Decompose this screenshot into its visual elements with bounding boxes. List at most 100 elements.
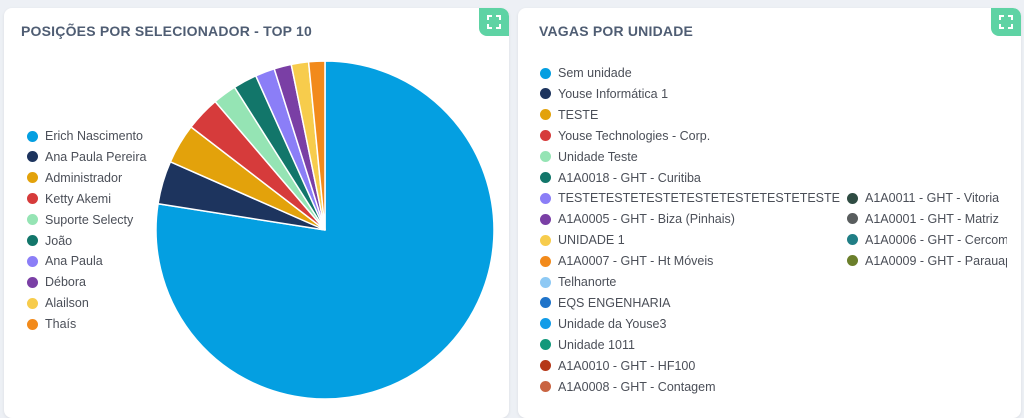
legend-marker <box>27 193 38 205</box>
legend-item-a1a0005-ght-biza-pinhais[interactable]: A1A0005 - GHT - Biza (Pinhais) <box>540 211 735 227</box>
legend-item-sem-unidade[interactable]: Sem unidade <box>540 65 632 81</box>
legend-marker <box>27 255 38 267</box>
legend-label: Unidade da Youse3 <box>558 316 667 331</box>
legend-label: Erich Nascimento <box>45 129 143 143</box>
legend-label: Unidade Teste <box>558 149 638 164</box>
legend-label: João <box>45 233 73 248</box>
legend-marker <box>540 297 551 309</box>
legend-label: Youse Informática 1 <box>558 86 669 101</box>
legend-label: Débora <box>45 275 86 290</box>
legend-marker <box>847 234 858 246</box>
legend-item-administrador[interactable]: Administrador <box>27 170 122 186</box>
legend-item-a1a0006-ght-cercom[interactable]: A1A0006 - GHT - Cercom <box>847 232 1007 248</box>
legend-item-a1a0018-ght-curitiba[interactable]: A1A0018 - GHT - Curitiba <box>540 170 701 186</box>
legend-label: A1A0009 - GHT - Parauapebas <box>865 253 1007 268</box>
legend-marker <box>540 151 551 163</box>
legend-item-youse-technologies-corp[interactable]: Youse Technologies - Corp. <box>540 128 710 144</box>
vacancies-chart-title: VAGAS POR UNIDADE <box>539 23 694 39</box>
legend-marker <box>27 130 38 142</box>
legend-label: A1A0001 - GHT - Matriz <box>865 211 999 226</box>
legend-marker <box>540 192 551 204</box>
positions-chart-title: POSIÇÕES POR SELECIONADOR - TOP 10 <box>21 23 313 39</box>
legend-item-a1a0008-ght-contagem[interactable]: A1A0008 - GHT - Contagem <box>540 379 715 395</box>
expand-vacancies-chart-button[interactable] <box>991 8 1021 36</box>
legend-label: UNIDADE 1 <box>558 233 625 248</box>
legend-marker <box>540 130 551 142</box>
legend-label: Ana Paula Pereira <box>45 149 147 164</box>
legend-marker <box>540 255 551 267</box>
legend-item-suporte-selecty[interactable]: Suporte Selecty <box>27 212 133 228</box>
positions-by-recruiter-card: POSIÇÕES POR SELECIONADOR - TOP 10 Erich… <box>4 8 509 418</box>
expand-icon <box>999 15 1013 29</box>
legend-marker <box>540 67 551 79</box>
legend-label: A1A0018 - GHT - Curitiba <box>558 170 701 185</box>
legend-label: A1A0005 - GHT - Biza (Pinhais) <box>558 212 735 227</box>
vacancies-by-unit-card: VAGAS POR UNIDADE Sem unidade Youse Infor… <box>518 8 1021 418</box>
legend-label: Ketty Akemi <box>45 191 111 206</box>
legend-label: A1A0007 - GHT - Ht Móveis <box>558 254 714 269</box>
legend-label: Thaís <box>45 317 77 332</box>
legend-label: A1A0006 - GHT - Cercom <box>865 232 1007 247</box>
expand-icon <box>487 15 501 29</box>
legend-marker <box>540 360 551 372</box>
legend-item-a1a0011-ght-vitoria[interactable]: A1A0011 - GHT - Vitoria <box>847 190 999 206</box>
legend-marker <box>847 192 858 204</box>
legend-item-testetestetestetestetestetesteteste[interactable]: TESTETESTETESTETESTETESTETESTETESTE <box>540 190 840 206</box>
legend-item-unidade-1[interactable]: UNIDADE 1 <box>540 232 625 248</box>
legend-label: Sem unidade <box>558 66 632 80</box>
legend-label: TESTETESTETESTETESTETESTETESTETESTE <box>558 191 840 206</box>
legend-marker <box>540 234 551 246</box>
legend-marker <box>27 318 38 330</box>
legend-marker <box>540 318 551 330</box>
legend-item-debora[interactable]: Débora <box>27 274 86 290</box>
legend-marker <box>540 381 551 392</box>
legend-marker <box>540 88 551 100</box>
legend-label: Alailson <box>45 296 89 311</box>
legend-item-thais[interactable]: Thaís <box>27 316 76 332</box>
legend-marker <box>540 276 551 288</box>
legend-item-eqs-engenharia[interactable]: EQS ENGENHARIA <box>540 295 671 311</box>
legend-item-unidade-teste[interactable]: Unidade Teste <box>540 149 638 165</box>
legend-item-joao[interactable]: João <box>27 233 72 249</box>
legend-label: Administrador <box>45 170 123 185</box>
legend-item-a1a0007-ght-ht-moveis[interactable]: A1A0007 - GHT - Ht Móveis <box>540 253 713 269</box>
legend-marker <box>540 213 551 225</box>
legend-marker <box>27 276 38 288</box>
legend-label: Suporte Selecty <box>45 212 134 227</box>
pie-slice-thais[interactable] <box>307 60 326 231</box>
expand-positions-chart-button[interactable] <box>479 8 509 36</box>
legend-item-a1a0009-ght-parauapebas[interactable]: A1A0009 - GHT - Parauapebas <box>847 253 1007 269</box>
legend-item-a1a0010-ght-hf100[interactable]: A1A0010 - GHT - HF100 <box>540 358 695 374</box>
legend-item-alailson[interactable]: Alailson <box>27 295 89 311</box>
legend-label: Youse Technologies - Corp. <box>558 128 711 143</box>
legend-marker <box>540 172 551 183</box>
positions-pie-chart <box>155 60 495 400</box>
legend-item-telhanorte[interactable]: Telhanorte <box>540 274 616 290</box>
legend-marker <box>27 297 38 309</box>
legend-marker <box>27 214 38 226</box>
legend-marker <box>27 235 38 246</box>
legend-item-ketty-akemi[interactable]: Ketty Akemi <box>27 191 111 207</box>
legend-marker <box>847 213 858 225</box>
legend-marker <box>27 151 38 163</box>
legend-label: EQS ENGENHARIA <box>558 295 671 310</box>
legend-item-ana-paula[interactable]: Ana Paula <box>27 253 103 269</box>
legend-item-unidade-da-youse3[interactable]: Unidade da Youse3 <box>540 316 666 332</box>
legend-marker <box>540 109 551 121</box>
legend-item-a1a0001-ght-matriz[interactable]: A1A0001 - GHT - Matriz <box>847 211 999 227</box>
legend-label: Telhanorte <box>558 275 617 289</box>
legend-label: A1A0008 - GHT - Contagem <box>558 379 716 394</box>
legend-label: A1A0011 - GHT - Vitoria <box>865 191 1000 205</box>
legend-label: Ana Paula <box>45 254 103 269</box>
legend-item-ana-paula-pereira[interactable]: Ana Paula Pereira <box>27 149 146 165</box>
legend-label: Unidade 1011 <box>558 337 635 352</box>
legend-label: TESTE <box>558 107 599 122</box>
legend-item-youse-informatica-1[interactable]: Youse Informática 1 <box>540 86 668 102</box>
legend-item-unidade-1011[interactable]: Unidade 1011 <box>540 337 635 353</box>
legend-item-teste[interactable]: TESTE <box>540 107 598 123</box>
legend-item-erich-nascimento[interactable]: Erich Nascimento <box>27 128 143 144</box>
legend-label: A1A0010 - GHT - HF100 <box>558 358 696 373</box>
legend-marker <box>540 339 551 351</box>
legend-marker <box>847 255 858 267</box>
legend-marker <box>27 172 38 184</box>
